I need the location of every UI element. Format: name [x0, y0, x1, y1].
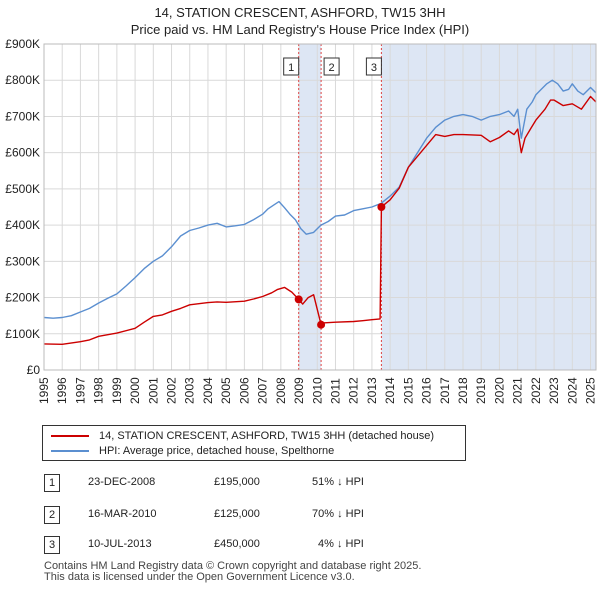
x-tick-label: 2015 — [401, 377, 415, 404]
footer-copyright: Contains HM Land Registry data © Crown c… — [44, 560, 422, 572]
y-tick-label: £200K — [5, 291, 40, 305]
x-tick-label: 2018 — [456, 377, 470, 404]
x-tick-label: 2011 — [328, 378, 342, 404]
y-tick-label: £100K — [5, 327, 40, 341]
sale-label-box: 2 — [323, 57, 340, 76]
x-tick-label: 2003 — [183, 377, 197, 404]
x-tick-label: 1995 — [37, 377, 51, 404]
transaction-date: 10-JUL-2013 — [88, 538, 152, 550]
x-tick-label: 2022 — [529, 377, 543, 404]
sale-label-box: 1 — [283, 57, 300, 76]
x-tick-label: 2006 — [237, 377, 251, 404]
transaction-hpi-diff: 51% ↓ HPI — [312, 476, 364, 488]
y-tick-label: £700K — [5, 109, 40, 123]
footer: Contains HM Land Registry data © Crown c… — [44, 561, 421, 583]
x-tick-label: 2002 — [165, 377, 179, 404]
sale-label-box: 3 — [365, 57, 382, 76]
transaction-marker: 1 — [44, 474, 60, 492]
shaded-region — [298, 44, 322, 370]
x-tick-label: 1997 — [73, 377, 87, 404]
y-tick-label: £500K — [5, 182, 40, 196]
transaction-price: £195,000 — [214, 476, 260, 488]
transaction-price: £450,000 — [214, 538, 260, 550]
transaction-marker: 3 — [44, 536, 60, 554]
legend-label-hpi: HPI: Average price, detached house, Spel… — [99, 445, 335, 457]
transaction-hpi-diff: 4% ↓ HPI — [318, 538, 364, 550]
x-tick-label: 2016 — [420, 377, 434, 404]
x-tick-label: 2021 — [511, 377, 525, 404]
sale-label-frame — [365, 57, 382, 76]
transaction-row: 2 16-MAR-2010 £125,000 70% ↓ HPI — [42, 506, 462, 524]
y-tick-label: £800K — [5, 73, 40, 87]
y-tick-label: £900K — [5, 37, 40, 51]
x-tick-label: 2014 — [383, 377, 397, 404]
sale-label: 2 — [329, 62, 335, 74]
transaction-price: £125,000 — [214, 508, 260, 520]
series-line-property — [43, 95, 597, 345]
legend: 14, STATION CRESCENT, ASHFORD, TW15 3HH … — [42, 425, 466, 461]
x-tick-label: 2023 — [547, 377, 561, 404]
x-tick-label: 2013 — [365, 377, 379, 404]
x-tick-label: 2019 — [474, 377, 488, 404]
x-tick-label: 1998 — [92, 377, 106, 404]
legend-item-hpi: HPI: Average price, detached house, Spel… — [51, 444, 334, 458]
y-tick-label: £400K — [5, 218, 40, 232]
sale-point — [317, 320, 326, 329]
x-tick-label: 2010 — [310, 377, 324, 404]
series-line-hpi — [43, 79, 597, 319]
x-tick-label: 2025 — [584, 377, 598, 404]
transaction-date: 23-DEC-2008 — [88, 476, 156, 488]
y-tick-label: £300K — [5, 254, 40, 268]
shaded-region — [381, 44, 596, 370]
transaction-hpi-diff: 70% ↓ HPI — [312, 508, 364, 520]
legend-item-property: 14, STATION CRESCENT, ASHFORD, TW15 3HH … — [51, 429, 434, 443]
sale-label-frame — [323, 57, 340, 76]
x-tick-label: 2017 — [438, 377, 452, 404]
x-tick-label: 1999 — [110, 377, 124, 404]
transaction-row: 3 10-JUL-2013 £450,000 4% ↓ HPI — [42, 536, 462, 554]
sale-point — [377, 203, 386, 211]
x-tick-label: 2012 — [347, 377, 361, 404]
x-tick-label: 1996 — [55, 377, 69, 404]
chart-title: 14, STATION CRESCENT, ASHFORD, TW15 3HH — [154, 5, 446, 20]
chart-subtitle: Price paid vs. HM Land Registry's House … — [130, 22, 470, 37]
x-tick-label: 2009 — [292, 377, 306, 404]
legend-swatch-property — [51, 435, 89, 437]
x-tick-label: 2020 — [492, 377, 506, 404]
x-tick-label: 2005 — [219, 377, 233, 404]
plot-frame — [43, 43, 597, 371]
sale-label: 3 — [371, 62, 377, 74]
x-tick-label: 2024 — [565, 377, 579, 404]
transaction-date: 16-MAR-2010 — [88, 508, 157, 520]
x-tick-label: 2004 — [201, 377, 215, 404]
transaction-marker: 2 — [44, 506, 60, 524]
x-tick-label: 2008 — [274, 377, 288, 404]
y-tick-label: £0 — [27, 363, 41, 377]
x-tick-label: 2001 — [146, 377, 160, 404]
footer-license: This data is licensed under the Open Gov… — [44, 571, 355, 583]
legend-swatch-hpi — [51, 450, 89, 452]
y-tick-label: £600K — [5, 146, 40, 160]
x-tick-label: 2000 — [128, 377, 142, 404]
legend-label-property: 14, STATION CRESCENT, ASHFORD, TW15 3HH … — [99, 430, 434, 442]
price-chart: 1 2 3 £0 £100K £200K £300K £400K £500K £600K £700K… — [5, 37, 598, 404]
sale-label-frame — [283, 57, 300, 76]
x-tick-label: 2007 — [256, 377, 270, 404]
sale-point — [294, 295, 303, 304]
sale-label: 1 — [288, 62, 294, 74]
transaction-row: 1 23-DEC-2008 £195,000 51% ↓ HPI — [42, 474, 462, 492]
